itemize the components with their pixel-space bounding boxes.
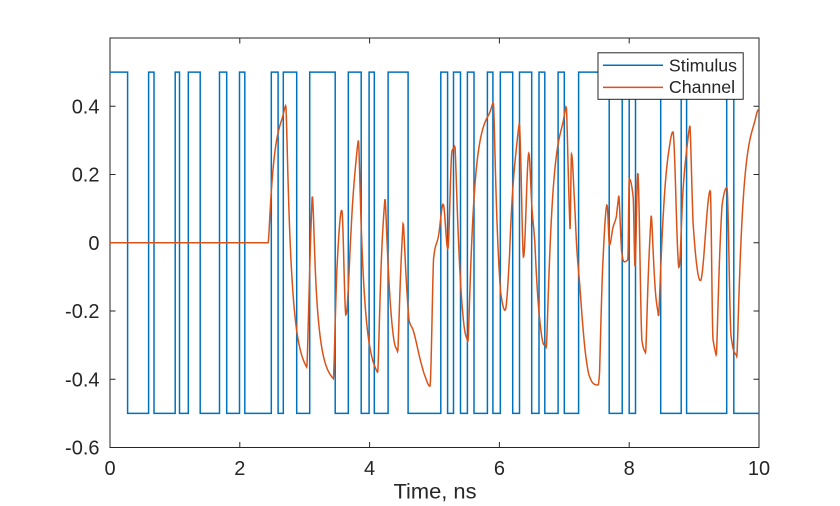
svg-text:-0.6: -0.6	[65, 438, 99, 460]
svg-text:10: 10	[748, 458, 770, 480]
svg-text:0: 0	[88, 233, 99, 255]
svg-text:6: 6	[494, 458, 505, 480]
svg-text:-0.2: -0.2	[65, 301, 99, 323]
svg-text:-0.4: -0.4	[65, 369, 99, 391]
svg-text:8: 8	[624, 458, 635, 480]
svg-text:2: 2	[234, 458, 245, 480]
svg-text:Stimulus: Stimulus	[669, 55, 737, 75]
svg-text:0: 0	[104, 458, 115, 480]
svg-text:0.4: 0.4	[72, 96, 100, 118]
svg-text:Channel: Channel	[669, 77, 735, 97]
svg-text:Time, ns: Time, ns	[394, 481, 477, 504]
svg-text:4: 4	[364, 458, 375, 480]
svg-text:0.2: 0.2	[72, 165, 100, 187]
